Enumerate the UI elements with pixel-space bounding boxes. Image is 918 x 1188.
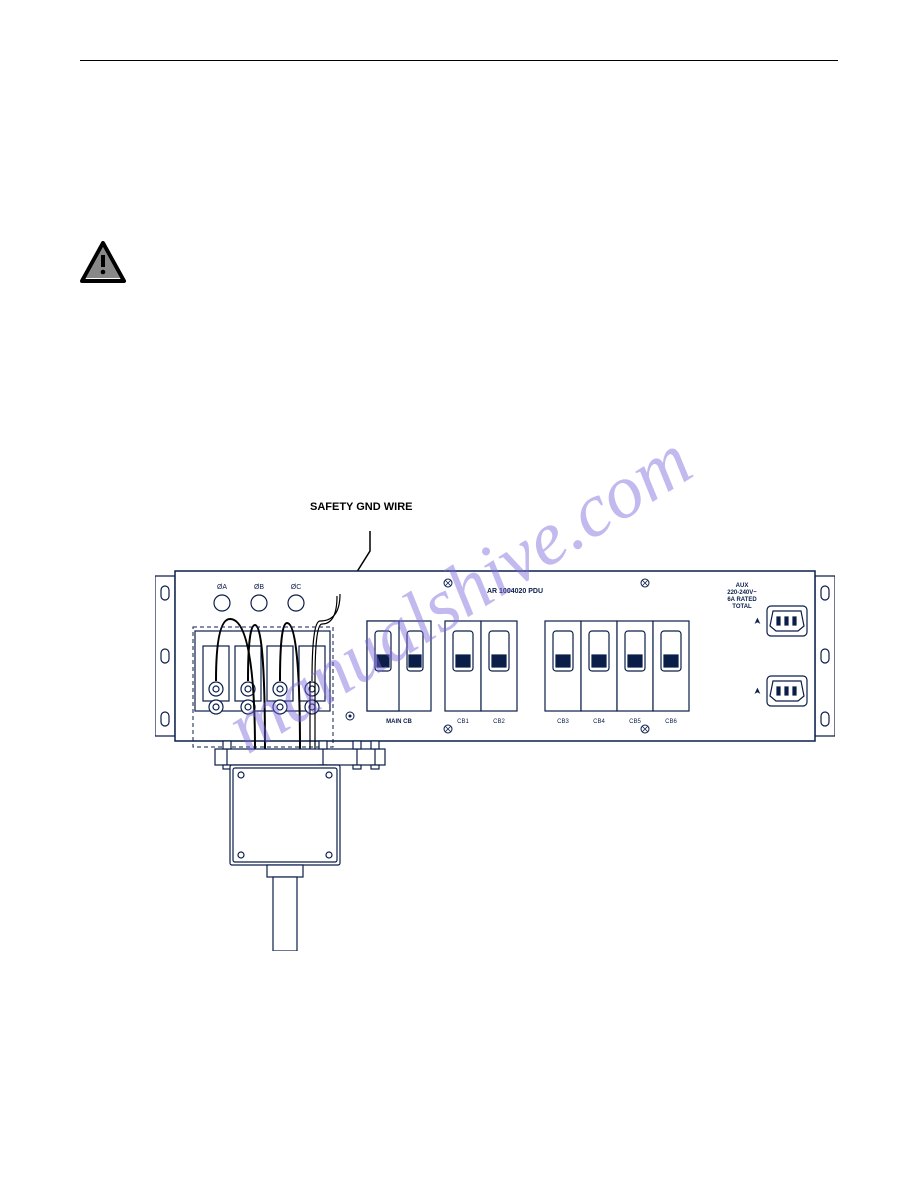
main-breaker <box>367 621 431 711</box>
page-content: SAFETY GND WIRE <box>80 60 838 81</box>
svg-text:CB4: CB4 <box>593 719 605 725</box>
aux-label: AUX <box>736 583 749 589</box>
conduit-pipe <box>267 865 303 951</box>
svg-text:➤: ➤ <box>755 619 761 623</box>
callout-safety-gnd-wire: SAFETY GND WIRE <box>310 501 412 513</box>
phase-label-c: ØC <box>291 584 302 591</box>
svg-text:CB3: CB3 <box>557 719 569 725</box>
phase-label-b: ØB <box>254 584 264 591</box>
svg-text:CB1: CB1 <box>457 719 469 725</box>
figure-pdu-wiring: SAFETY GND WIRE <box>80 501 838 921</box>
svg-text:220-240V~: 220-240V~ <box>727 590 757 596</box>
svg-text:6A RATED: 6A RATED <box>727 597 757 603</box>
svg-text:➤: ➤ <box>755 689 761 693</box>
svg-text:CB6: CB6 <box>665 719 677 725</box>
svg-text:TOTAL: TOTAL <box>732 604 752 610</box>
header-rule <box>80 60 838 61</box>
svg-text:CB5: CB5 <box>629 719 641 725</box>
caution-icon <box>80 241 126 288</box>
svg-text:CB2: CB2 <box>493 719 505 725</box>
main-cb-label: MAIN CB <box>386 719 412 725</box>
conduit-box <box>230 765 340 865</box>
phase-label-a: ØA <box>217 584 227 591</box>
pdu-title: AR 1004020 PDU <box>487 588 543 595</box>
pdu-diagram-svg: ØA ØB ØC AR 1004020 PDU AUX 220-240V~ 6A… <box>155 531 835 951</box>
